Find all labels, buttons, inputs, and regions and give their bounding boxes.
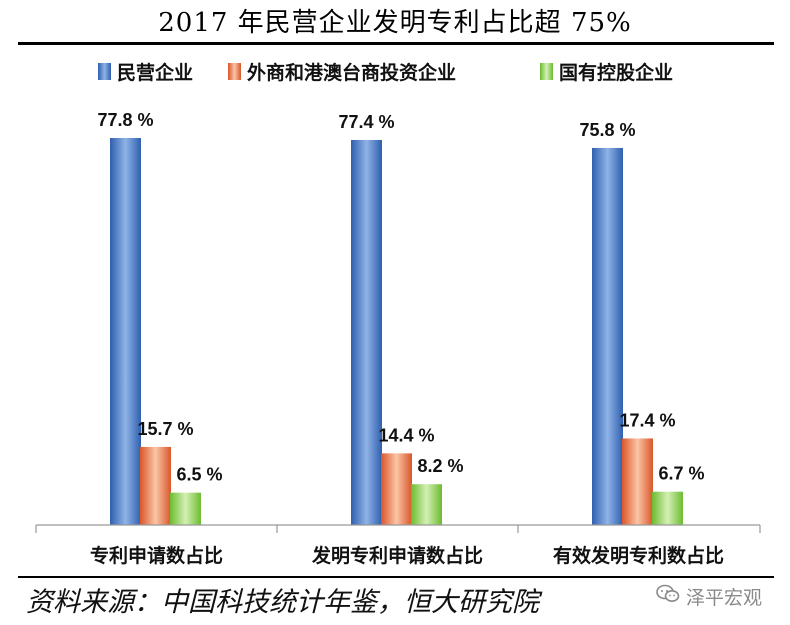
bar-state-2 [411,484,442,525]
category-label-1: 专利申请数占比 [90,544,223,567]
legend-item-state: 国有控股企业 [540,56,673,86]
value-label-private-1: 77.8 % [97,110,153,130]
legend-label-private: 民营企业 [117,61,194,84]
value-label-private-2: 77.4 % [338,112,394,132]
footer-divider [18,576,774,578]
legend-item-private: 民营企业 [98,56,193,86]
category-label-2: 发明专利申请数占比 [311,544,483,567]
watermark-text: 泽平宏观 [686,587,763,609]
value-label-foreign-1: 15.7 % [137,419,193,439]
title-divider [18,42,774,45]
bar-state-1 [170,492,201,525]
bar-private-3 [592,147,623,525]
value-label-private-3: 75.8 % [579,120,635,140]
value-label-state-2: 8.2 % [417,456,463,476]
legend-label-state: 国有控股企业 [559,61,674,84]
bar-private-1 [110,138,141,525]
bar-foreign-1 [140,446,171,525]
legend-swatch-state [540,62,553,80]
value-label-state-3: 6.7 % [658,464,704,484]
legend-item-foreign: 外商和港澳台商投资企业 [228,56,456,86]
bar-foreign-2 [381,453,412,525]
bar-private-2 [351,139,382,525]
value-label-foreign-2: 14.4 % [378,425,434,445]
category-label-3: 有效发明专利数占比 [553,544,724,567]
bar-chart: 77.8 % 15.7 % 6.5 % 77.4 % 14.4 % 8.2 % 75.8 %… [35,110,761,567]
legend-swatch-private [98,62,111,80]
chart-title: 2017 年民营企业发明专利占比超 75% [158,8,632,38]
source-note: 资料来源：中国科技统计年鉴，恒大研究院 [26,587,539,618]
bar-state-3 [652,491,683,525]
wechat-icon [656,584,680,609]
legend: 民营企业 外商和港澳台商投资企业 国有控股企业 [0,56,790,86]
value-label-foreign-3: 17.4 % [619,410,675,430]
legend-swatch-foreign [228,62,241,80]
legend-label-foreign: 外商和港澳台商投资企业 [247,61,457,84]
watermark: 泽平宏观 [656,583,762,610]
value-label-state-1: 6.5 % [176,465,222,485]
bar-foreign-3 [622,438,653,525]
